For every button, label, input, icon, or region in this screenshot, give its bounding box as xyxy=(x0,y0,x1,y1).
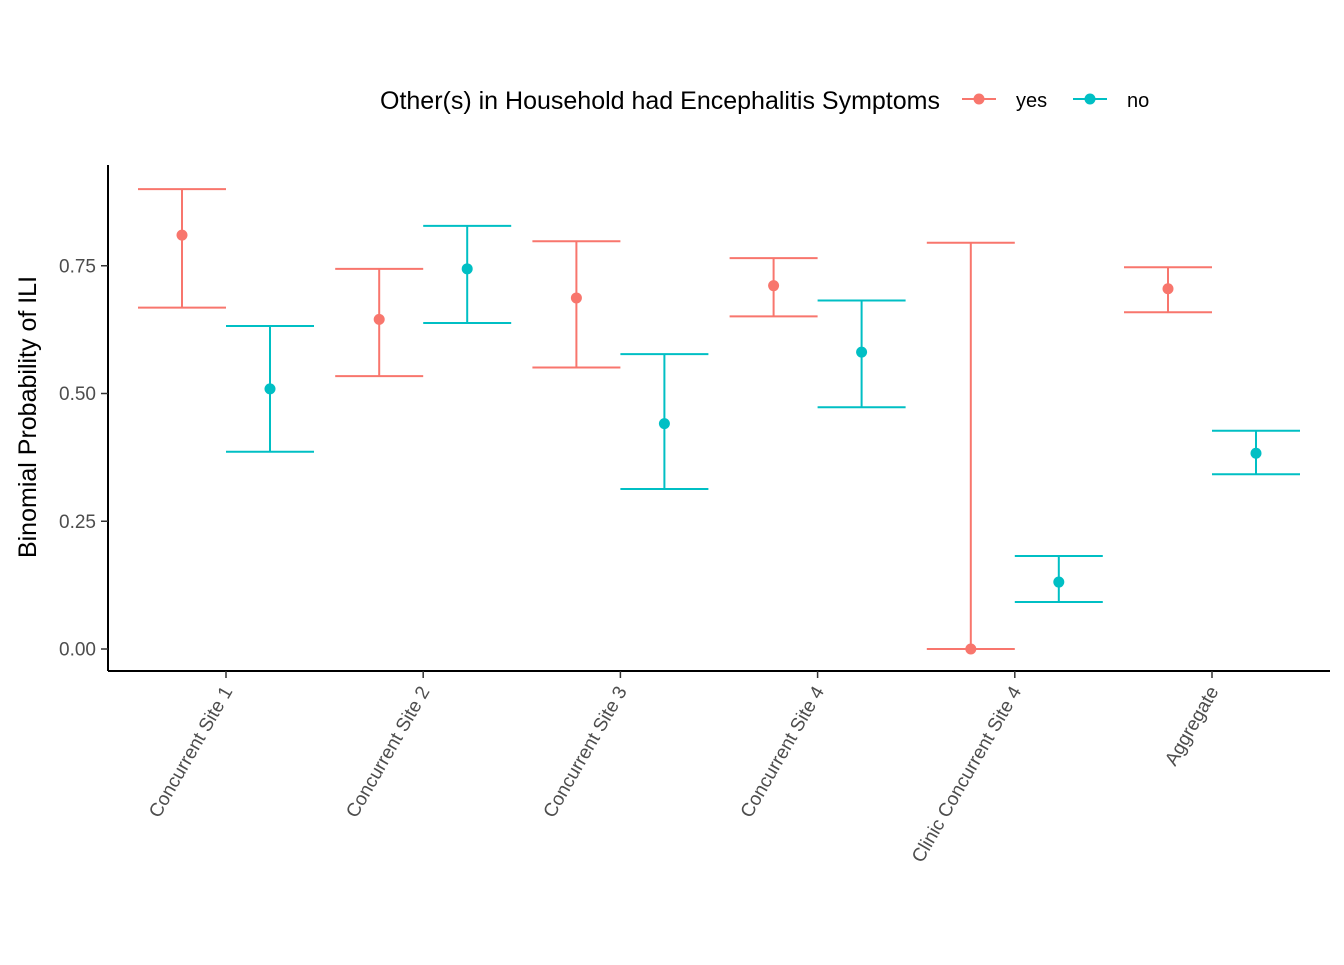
legend-item-yes: yes xyxy=(962,90,1047,112)
data-point xyxy=(856,346,868,358)
legend-item-no: no xyxy=(1073,90,1149,112)
legend: Other(s) in Household had Encephalitis S… xyxy=(380,87,1149,115)
data-point xyxy=(1053,576,1065,588)
marks xyxy=(138,188,1300,655)
x-tick-label: Aggregate xyxy=(1161,683,1223,769)
legend-label: no xyxy=(1127,90,1149,112)
y-tick-label: 0.75 xyxy=(59,256,96,277)
data-point xyxy=(1250,447,1262,459)
x-tick-label: Concurrent Site 4 xyxy=(737,683,829,822)
legend-title: Other(s) in Household had Encephalitis S… xyxy=(380,87,940,115)
data-point xyxy=(570,292,582,304)
x-tick-label: Concurrent Site 1 xyxy=(145,683,237,822)
series-no xyxy=(226,224,1300,603)
x-tick-label: Concurrent Site 2 xyxy=(342,683,434,822)
data-point xyxy=(264,383,276,395)
y-tick-label: 0.25 xyxy=(59,512,96,533)
data-point xyxy=(658,418,670,430)
data-point xyxy=(768,280,780,292)
y-axis-title: Binomial Probability of ILI xyxy=(14,276,42,558)
data-point xyxy=(1162,283,1174,295)
legend-label: yes xyxy=(1016,90,1047,112)
y-tick-label: 0.50 xyxy=(59,384,96,405)
legend-key-point xyxy=(973,93,985,105)
data-point xyxy=(461,263,473,275)
x-tick-label: Clinic Concurrent Site 4 xyxy=(908,683,1026,867)
series-yes xyxy=(138,188,1212,655)
data-point xyxy=(965,643,977,655)
data-point xyxy=(373,313,385,325)
axes: 0.00 0.25 0.50 0.75 Concurrent Site 1 Concurr… xyxy=(59,165,1330,866)
y-tick-label: 0.00 xyxy=(59,640,96,661)
legend-key-point xyxy=(1084,93,1096,105)
x-tick-label: Concurrent Site 3 xyxy=(540,683,632,822)
data-point xyxy=(176,229,188,241)
